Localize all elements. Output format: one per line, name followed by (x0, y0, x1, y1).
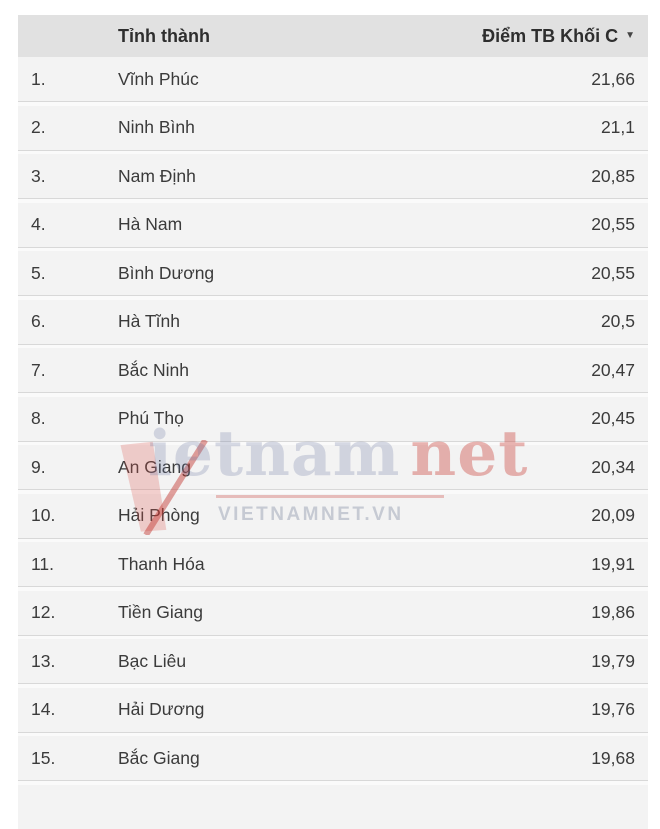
province-cell: Bắc Giang (118, 747, 200, 768)
table-row: 13. Bạc Liêu 19,79 (18, 639, 648, 683)
column-header-score[interactable]: Điểm TB Khối C ▼ (482, 26, 648, 47)
rank-cell: 11. (31, 553, 55, 574)
row-separator (18, 440, 648, 445)
table-row-partial (18, 784, 648, 829)
province-cell: Thanh Hóa (118, 553, 205, 574)
rank-cell: 5. (31, 262, 46, 283)
row-separator (18, 392, 648, 397)
column-header-score-label: Điểm TB Khối C (482, 25, 619, 46)
table-row: 4. Hà Nam 20,55 (18, 202, 648, 247)
row-separator (18, 198, 648, 203)
row-separator (18, 683, 648, 688)
score-cell: 19,91 (591, 553, 635, 574)
score-cell: 19,86 (591, 602, 635, 622)
rank-cell: 4. (31, 214, 46, 234)
score-cell: 19,76 (591, 699, 635, 719)
row-separator (18, 101, 648, 106)
table-row: 14. Hải Dương 19,76 (18, 687, 648, 732)
rank-cell: 12. (31, 602, 56, 622)
row-separator (18, 586, 648, 591)
table-row: 10. Hải Phòng 20,09 (18, 493, 648, 538)
table-row: 5. Bình Dương 20,55 (18, 251, 648, 295)
row-separator (18, 731, 648, 736)
table-row: 2. Ninh Bình 21,1 (18, 105, 648, 150)
row-separator (18, 537, 648, 542)
sort-desc-icon: ▼ (625, 30, 635, 41)
row-separator (18, 295, 648, 300)
table-header: Tỉnh thành Điểm TB Khối C ▼ (18, 15, 648, 57)
row-separator (18, 343, 648, 348)
rank-cell: 7. (31, 359, 46, 380)
score-cell: 21,66 (591, 68, 635, 89)
rank-cell: 15. (31, 747, 56, 768)
rank-cell: 9. (31, 456, 46, 477)
province-cell: Hà Nam (118, 214, 183, 234)
score-cell: 21,1 (600, 117, 635, 137)
table-row: 6. Hà Tĩnh 20,5 (18, 299, 648, 344)
province-cell: Phú Thọ (118, 408, 184, 428)
score-cell: 20,47 (591, 359, 635, 380)
score-cell: 20,5 (600, 311, 635, 331)
score-cell: 20,55 (591, 214, 635, 234)
province-cell: Bắc Ninh (118, 359, 190, 380)
row-separator (18, 780, 648, 785)
rank-cell: 2. (31, 117, 46, 137)
province-cell: Hải Phòng (118, 505, 200, 525)
rank-cell: 1. (31, 68, 46, 89)
rank-cell: 8. (31, 408, 46, 428)
row-separator (18, 149, 648, 154)
province-cell: Hà Tĩnh (118, 311, 180, 331)
table-row: 3. Nam Định 20,85 (18, 154, 648, 198)
table-row: 11. Thanh Hóa 19,91 (18, 542, 648, 586)
table-row: 1. Vĩnh Phúc 21,66 (18, 57, 648, 101)
score-cell: 19,68 (591, 747, 635, 768)
rank-cell: 3. (31, 165, 46, 186)
table-row: 8. Phú Thọ 20,45 (18, 396, 648, 441)
table-row: 7. Bắc Ninh 20,47 (18, 348, 648, 392)
province-cell: Vĩnh Phúc (118, 68, 199, 89)
province-cell: Bình Dương (118, 262, 215, 283)
province-cell: Bạc Liêu (118, 650, 187, 671)
province-cell: An Giang (118, 456, 191, 477)
ranking-table: Tỉnh thành Điểm TB Khối C ▼ 1. Vĩnh Phúc… (18, 15, 648, 829)
score-cell: 19,79 (591, 650, 635, 671)
row-separator (18, 246, 648, 251)
rank-cell: 14. (31, 699, 56, 719)
table-row: 15. Bắc Giang 19,68 (18, 736, 648, 780)
rank-cell: 13. (31, 650, 56, 671)
row-separator (18, 634, 648, 639)
score-cell: 20,85 (591, 165, 635, 186)
rank-cell: 10. (31, 505, 56, 525)
table-body: 1. Vĩnh Phúc 21,66 2. Ninh Bình 21,1 3. … (18, 57, 648, 785)
province-cell: Hải Dương (118, 699, 205, 719)
row-separator (18, 489, 648, 494)
province-cell: Ninh Bình (118, 117, 195, 137)
table-row: 9. An Giang 20,34 (18, 445, 648, 489)
province-cell: Nam Định (118, 165, 196, 186)
score-cell: 20,09 (591, 505, 635, 525)
score-cell: 20,45 (591, 408, 635, 428)
rank-cell: 6. (31, 311, 46, 331)
score-cell: 20,34 (591, 456, 635, 477)
table-row: 12. Tiền Giang 19,86 (18, 590, 648, 635)
province-cell: Tiền Giang (118, 602, 203, 622)
score-cell: 20,55 (591, 262, 635, 283)
column-header-province: Tỉnh thành (118, 25, 210, 46)
